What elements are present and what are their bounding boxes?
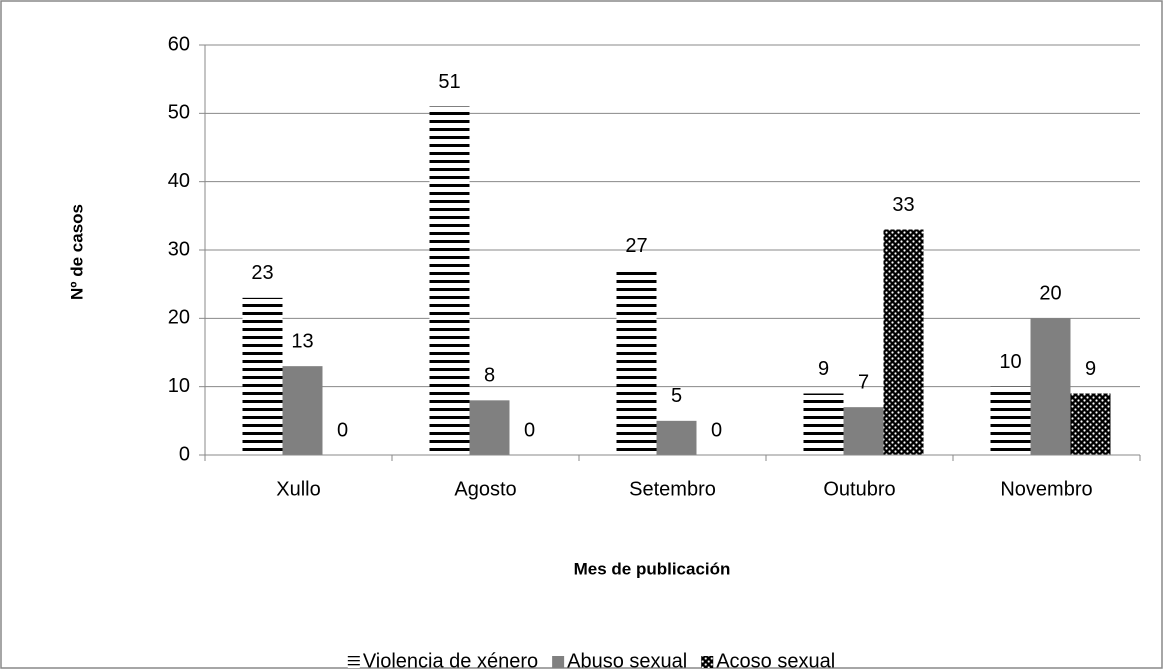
bar [990, 386, 1031, 455]
bar [1030, 318, 1071, 455]
legend-swatch [552, 656, 565, 668]
y-tick-label: 10 [168, 375, 190, 397]
x-tick-label: Xullo [276, 478, 320, 500]
legend-label: Abuso sexual [567, 650, 687, 669]
data-label: 33 [892, 194, 914, 216]
data-label: 20 [1039, 283, 1061, 305]
data-label: 9 [818, 358, 829, 380]
data-label: 5 [671, 385, 682, 407]
data-label: 51 [438, 71, 460, 93]
legend-swatch [701, 656, 714, 668]
data-label: 0 [524, 419, 535, 441]
y-tick-label: 40 [168, 170, 190, 192]
data-label: 13 [291, 330, 313, 352]
x-axis-label: Mes de publicación [574, 559, 731, 578]
bar [469, 400, 510, 455]
y-tick-label: 60 [168, 33, 190, 55]
data-label: 9 [1085, 358, 1096, 380]
bar [803, 393, 844, 455]
x-tick-label: Novembro [1000, 478, 1092, 500]
y-tick-label: 30 [168, 238, 190, 260]
bar [656, 420, 697, 455]
legend-item: Violencia de xénero [347, 650, 538, 669]
bar [282, 366, 323, 455]
data-label: 23 [251, 262, 273, 284]
data-label: 10 [999, 351, 1021, 373]
bar [616, 270, 657, 455]
legend-item: Abuso sexual [552, 650, 687, 669]
bar [429, 106, 470, 455]
legend-swatch [347, 656, 360, 668]
bar [883, 229, 924, 455]
data-label: 0 [337, 419, 348, 441]
x-tick-label: Setembro [629, 478, 716, 500]
x-tick-label: Agosto [454, 478, 516, 500]
data-label: 8 [484, 365, 495, 387]
y-axis-label: Nº de casos [67, 204, 86, 300]
legend-label: Violencia de xénero [363, 650, 538, 669]
data-label: 27 [625, 235, 647, 257]
legend-label: Acoso sexual [716, 650, 835, 669]
bar [1070, 393, 1111, 455]
x-tick-label: Outubro [823, 478, 895, 500]
y-tick-label: 0 [179, 443, 190, 465]
data-label: 7 [858, 371, 869, 393]
y-tick-label: 20 [168, 307, 190, 329]
y-tick-label: 50 [168, 102, 190, 124]
legend-item: Acoso sexual [701, 650, 835, 669]
bar [843, 407, 884, 455]
bar [242, 297, 283, 455]
data-label: 0 [711, 419, 722, 441]
